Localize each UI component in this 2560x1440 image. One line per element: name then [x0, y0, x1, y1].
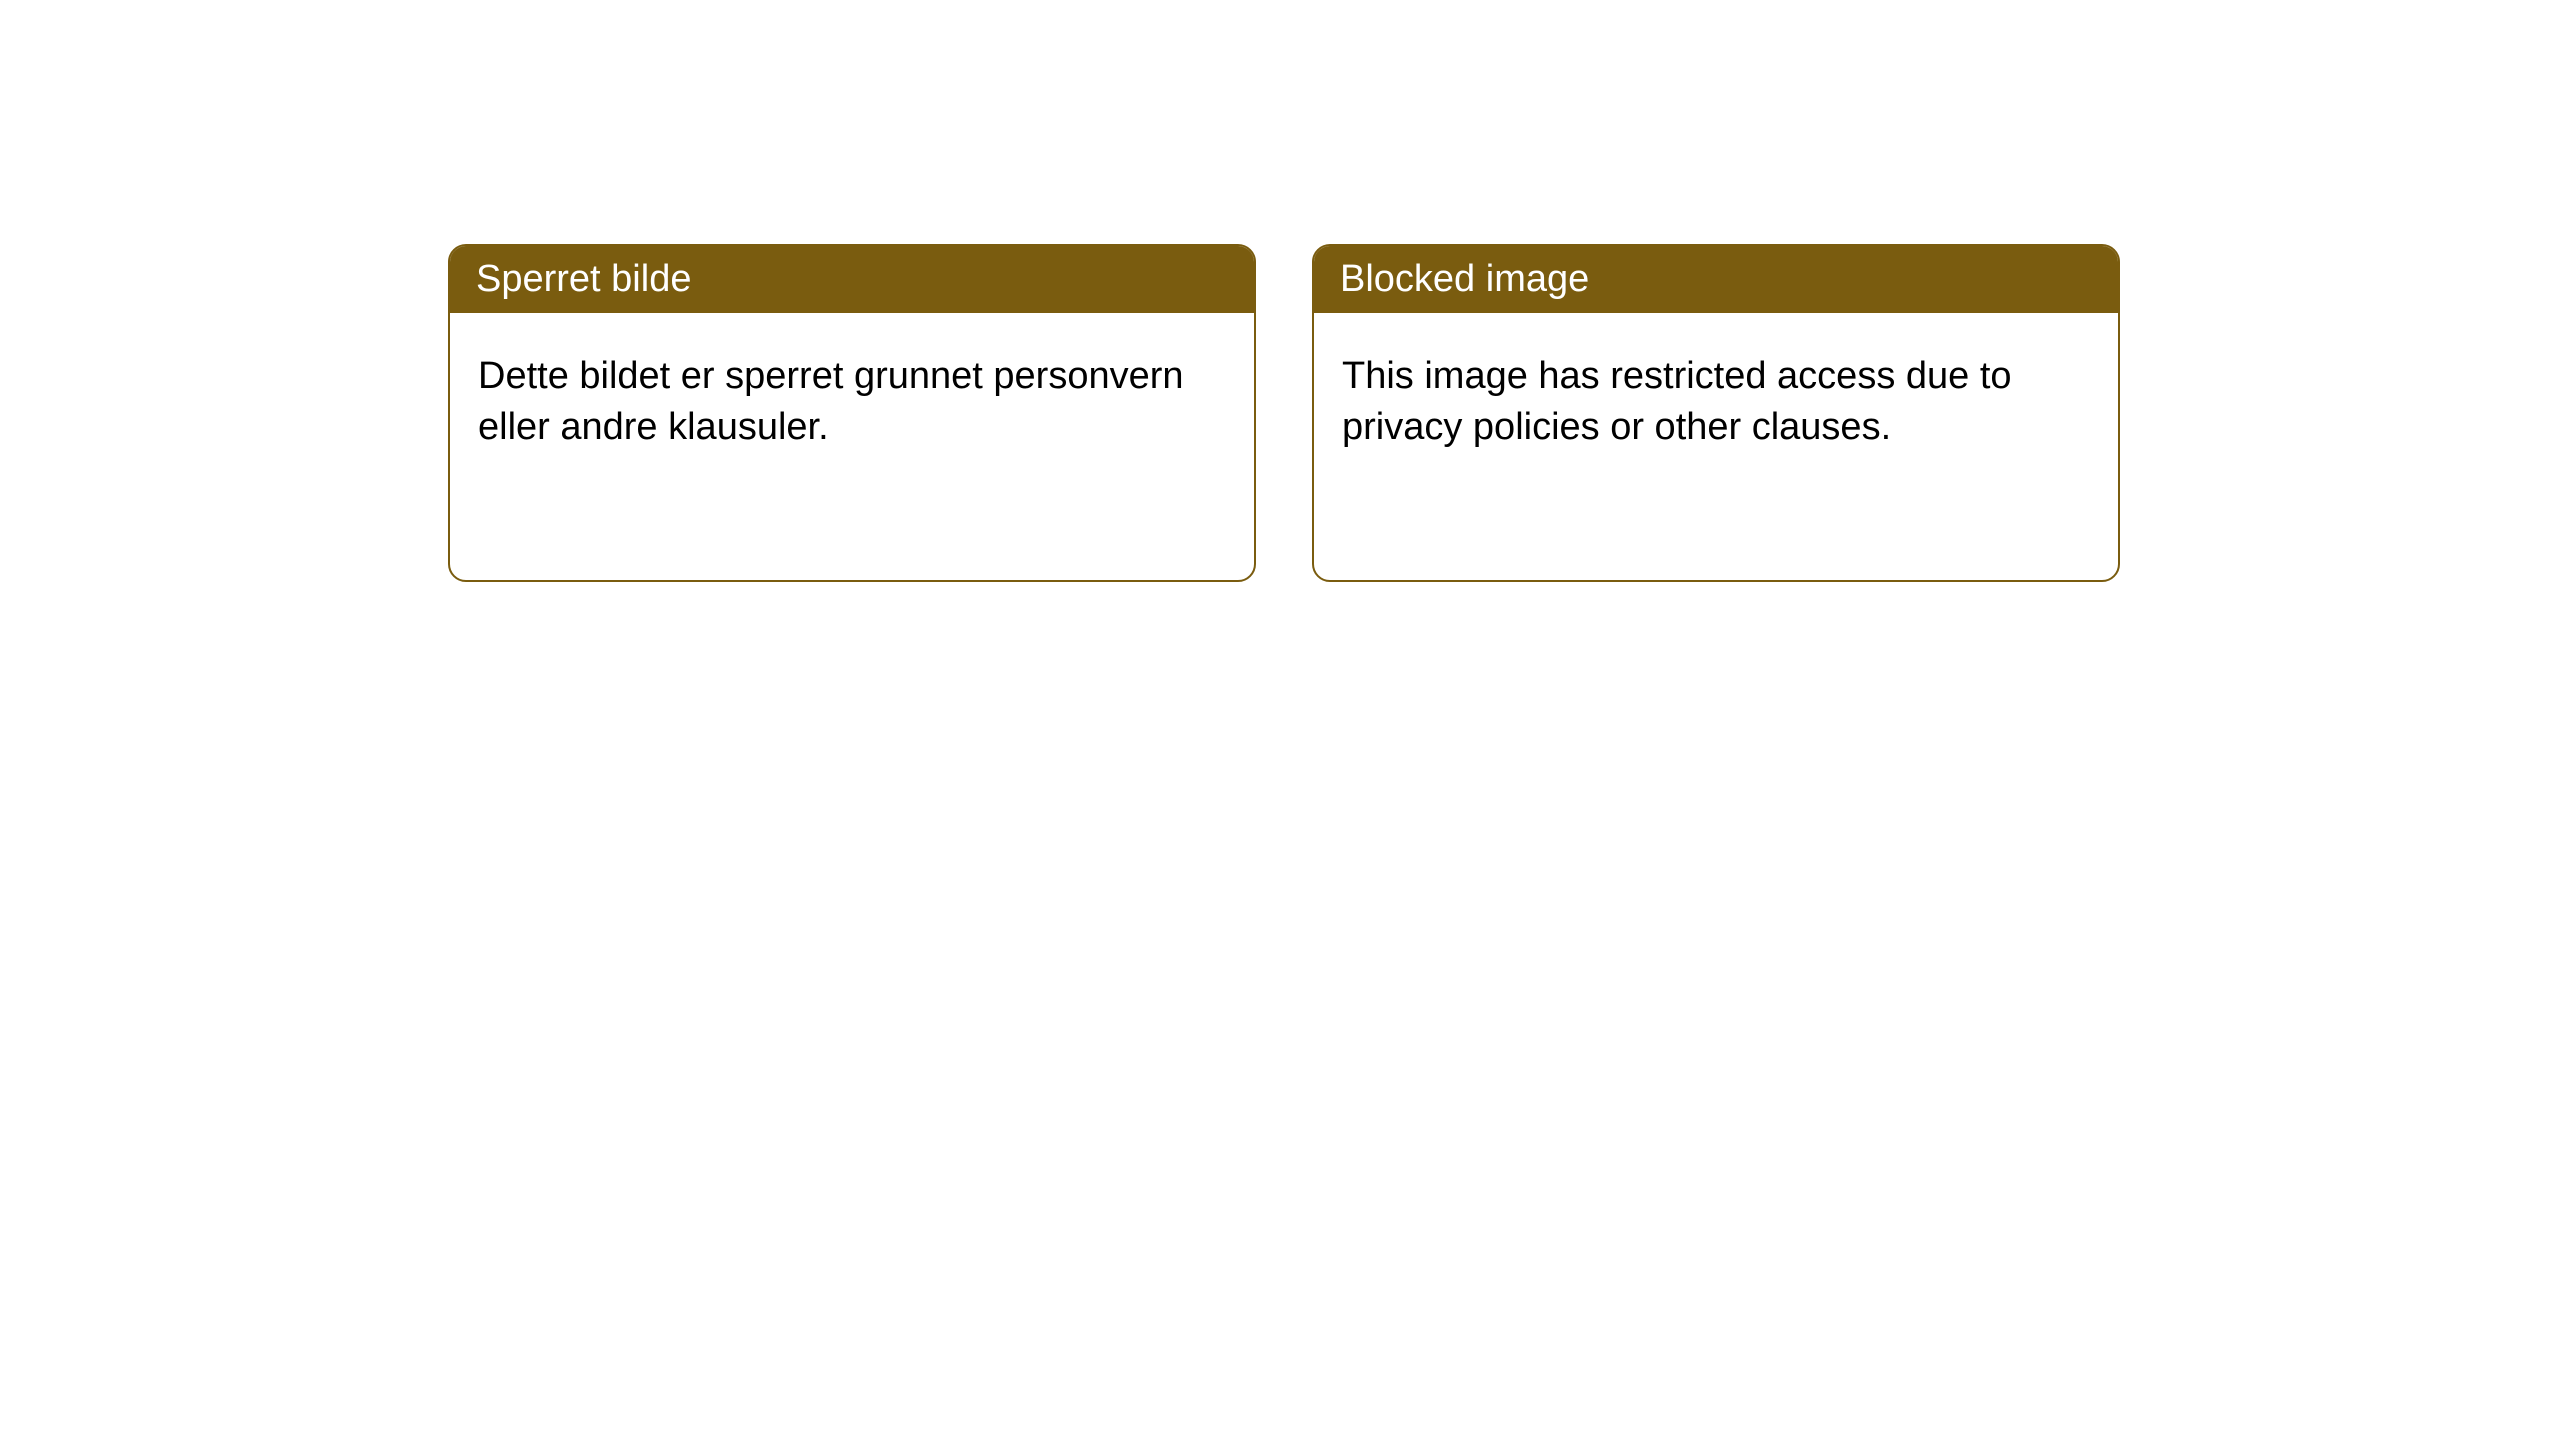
notice-title: Blocked image [1314, 246, 2118, 313]
notice-card-norwegian: Sperret bilde Dette bildet er sperret gr… [448, 244, 1256, 582]
notice-body: This image has restricted access due to … [1314, 313, 2118, 492]
notice-title: Sperret bilde [450, 246, 1254, 313]
notice-card-english: Blocked image This image has restricted … [1312, 244, 2120, 582]
notice-body: Dette bildet er sperret grunnet personve… [450, 313, 1254, 492]
notice-container: Sperret bilde Dette bildet er sperret gr… [0, 0, 2560, 582]
